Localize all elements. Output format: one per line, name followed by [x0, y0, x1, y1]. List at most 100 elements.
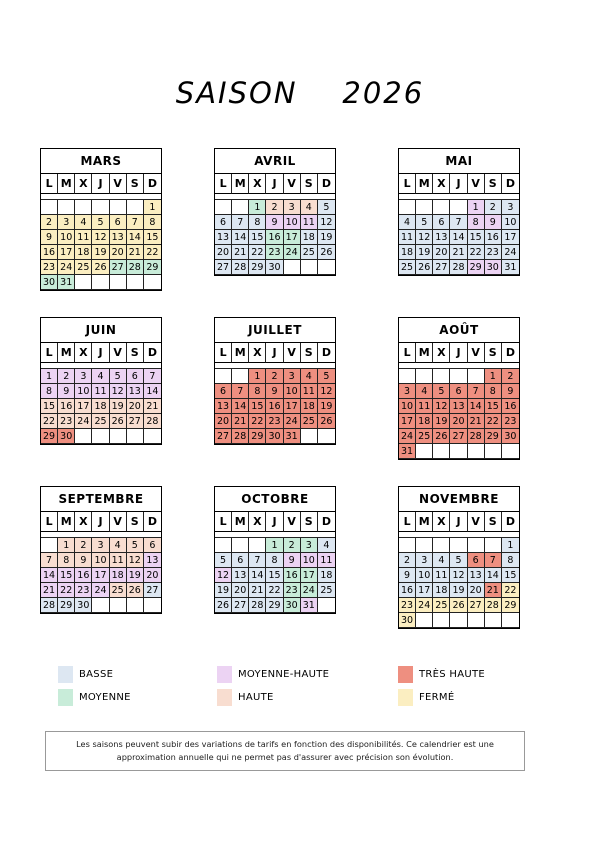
day-cell: 9: [41, 230, 59, 245]
empty-cell: [215, 200, 233, 215]
legend-swatch: [217, 689, 232, 706]
day-cell: 6: [232, 553, 250, 568]
weekday-header: D: [317, 512, 335, 532]
day-cell: 6: [467, 553, 485, 568]
spacer-cell: [109, 363, 127, 369]
day-cell: 5: [92, 215, 110, 230]
month-name: AVRIL: [215, 149, 335, 174]
day-cell: 9: [75, 553, 93, 568]
day-cell: 7: [232, 384, 250, 399]
day-cell: 2: [41, 215, 59, 230]
legend-label: FERMÉ: [419, 692, 455, 703]
day-cell: 25: [399, 260, 417, 275]
empty-cell: [75, 275, 93, 290]
day-cell: 5: [109, 369, 127, 384]
day-cell: 2: [266, 369, 284, 384]
weekday-header: D: [501, 343, 519, 363]
weekday-header: J: [266, 343, 284, 363]
day-cell: 13: [450, 399, 468, 414]
day-cell: 26: [433, 429, 451, 444]
day-cell: 8: [58, 553, 76, 568]
month-name: MAI: [399, 149, 519, 174]
empty-cell: [283, 260, 301, 275]
day-cell: 25: [300, 245, 318, 260]
spacer-cell: [416, 363, 434, 369]
day-cell: 2: [75, 538, 93, 553]
day-cell: 14: [249, 568, 267, 583]
day-cell: 9: [266, 384, 284, 399]
spacer-cell: [501, 532, 519, 538]
day-cell: 23: [58, 414, 76, 429]
empty-cell: [433, 200, 451, 215]
day-cell: 3: [283, 200, 301, 215]
legend-label: BASSE: [79, 669, 114, 680]
day-cell: 1: [58, 538, 76, 553]
day-cell: 25: [300, 414, 318, 429]
spacer-cell: [467, 363, 485, 369]
day-cell: 18: [300, 399, 318, 414]
spacer-cell: [283, 532, 301, 538]
spacer-cell: [143, 194, 161, 200]
day-cell: 8: [143, 215, 161, 230]
day-cell: 17: [283, 230, 301, 245]
spacer-cell: [300, 532, 318, 538]
day-cell: 7: [249, 553, 267, 568]
day-cell: 9: [266, 215, 284, 230]
day-cell: 9: [58, 384, 76, 399]
spacer-cell: [399, 194, 417, 200]
day-cell: 15: [484, 399, 502, 414]
day-cell: 20: [143, 568, 161, 583]
day-cell: 12: [433, 399, 451, 414]
day-cell: 27: [433, 260, 451, 275]
day-cell: 17: [399, 414, 417, 429]
day-cell: 27: [232, 598, 250, 613]
day-cell: 4: [433, 553, 451, 568]
day-cell: 24: [416, 598, 434, 613]
empty-cell: [232, 200, 250, 215]
day-cell: 19: [416, 245, 434, 260]
spacer-cell: [58, 363, 76, 369]
day-cell: 15: [41, 399, 59, 414]
day-cell: 21: [126, 245, 144, 260]
legend-label: MOYENNE-HAUTE: [238, 669, 330, 680]
day-cell: 5: [317, 369, 335, 384]
day-cell: 1: [249, 200, 267, 215]
day-cell: 5: [450, 553, 468, 568]
empty-cell: [58, 200, 76, 215]
weekday-header: X: [75, 343, 93, 363]
spacer-cell: [266, 363, 284, 369]
empty-cell: [433, 369, 451, 384]
day-cell: 13: [467, 568, 485, 583]
weekday-header: M: [232, 174, 250, 194]
empty-cell: [416, 369, 434, 384]
day-cell: 24: [501, 245, 519, 260]
weekday-header: V: [283, 512, 301, 532]
weekday-header: J: [450, 512, 468, 532]
empty-cell: [143, 598, 161, 613]
empty-cell: [467, 369, 485, 384]
day-cell: 23: [266, 414, 284, 429]
day-cell: 17: [92, 568, 110, 583]
spacer-cell: [283, 363, 301, 369]
day-cell: 10: [300, 553, 318, 568]
day-cell: 5: [215, 553, 233, 568]
day-cell: 20: [467, 583, 485, 598]
day-cell: 21: [249, 583, 267, 598]
weekday-header: L: [399, 343, 417, 363]
empty-cell: [416, 538, 434, 553]
month-name: OCTOBRE: [215, 487, 335, 512]
day-cell: 17: [416, 583, 434, 598]
day-cell: 19: [450, 583, 468, 598]
day-cell: 31: [58, 275, 76, 290]
day-cell: 11: [109, 553, 127, 568]
day-cell: 27: [126, 414, 144, 429]
empty-cell: [232, 369, 250, 384]
day-cell: 24: [92, 583, 110, 598]
empty-cell: [92, 429, 110, 444]
day-cell: 29: [41, 429, 59, 444]
day-cell: 8: [41, 384, 59, 399]
day-cell: 18: [92, 399, 110, 414]
spacer-cell: [75, 532, 93, 538]
month-grid: L M X J V S D 1 2 3 4 5 6 7 8 9 10 11 12 13 14 15 16 17 18 19 20 21…: [215, 343, 335, 444]
day-cell: 26: [92, 260, 110, 275]
